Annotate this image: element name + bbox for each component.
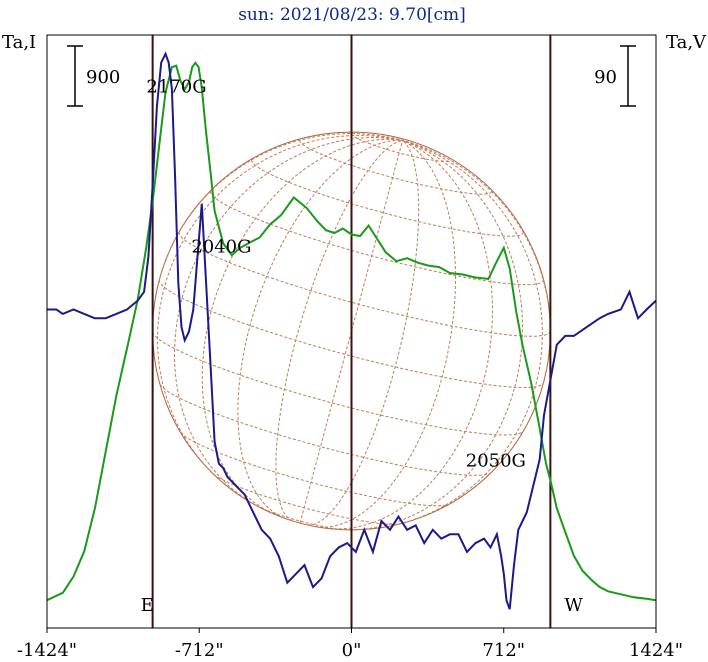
longitude-line xyxy=(173,136,403,508)
series-line-intensity xyxy=(46,61,657,602)
x-tick-label: -712" xyxy=(175,640,224,661)
longitude-line xyxy=(158,132,403,280)
annotations: 2170G 2040G 2050G xyxy=(146,76,526,471)
series-group xyxy=(46,51,657,610)
x-tick-label: -1424" xyxy=(17,640,77,661)
scale-bar-label: 900 xyxy=(86,67,120,88)
longitude-line xyxy=(156,134,403,482)
longitude-line xyxy=(307,139,420,526)
longitude-line xyxy=(315,139,457,528)
longitude-line xyxy=(237,139,403,519)
y-axis-label-left: Ta,I xyxy=(2,32,36,53)
x-tick-label: 0" xyxy=(342,640,362,661)
latitude-line xyxy=(159,383,492,476)
x-tick-label: 1424" xyxy=(629,640,683,661)
longitude-line xyxy=(344,139,524,531)
x-tick-label: 712" xyxy=(482,640,525,661)
x-axis: -1424" -712" 0" 712" 1424" xyxy=(17,628,683,661)
series-line-polarization xyxy=(47,51,657,610)
longitude-line xyxy=(328,139,494,530)
limb-marker-label: E xyxy=(141,595,154,616)
latitude-line xyxy=(258,506,345,531)
y-axis-label-right: Ta,V xyxy=(666,32,707,53)
longitude-line xyxy=(275,139,403,522)
chart-title: sun: 2021/08/23: 9.70[cm] xyxy=(238,5,466,25)
longitude-line xyxy=(299,140,404,524)
latitude-line xyxy=(251,159,524,237)
latitude-line xyxy=(158,279,545,388)
limb-marker-label: W xyxy=(564,595,583,616)
longitude-line xyxy=(201,138,403,514)
region-annotation: 2040G xyxy=(191,236,251,257)
scale-bars: 900 90 xyxy=(67,45,636,107)
latitude-line xyxy=(213,473,400,525)
solar-disk-grid xyxy=(152,131,551,531)
latitude-line xyxy=(152,331,524,436)
latitude-line xyxy=(299,140,493,195)
region-annotation: 2170G xyxy=(146,76,206,97)
region-annotation: 2050G xyxy=(466,450,526,471)
scale-bar-label: 90 xyxy=(594,67,617,88)
longitude-line xyxy=(389,139,543,527)
